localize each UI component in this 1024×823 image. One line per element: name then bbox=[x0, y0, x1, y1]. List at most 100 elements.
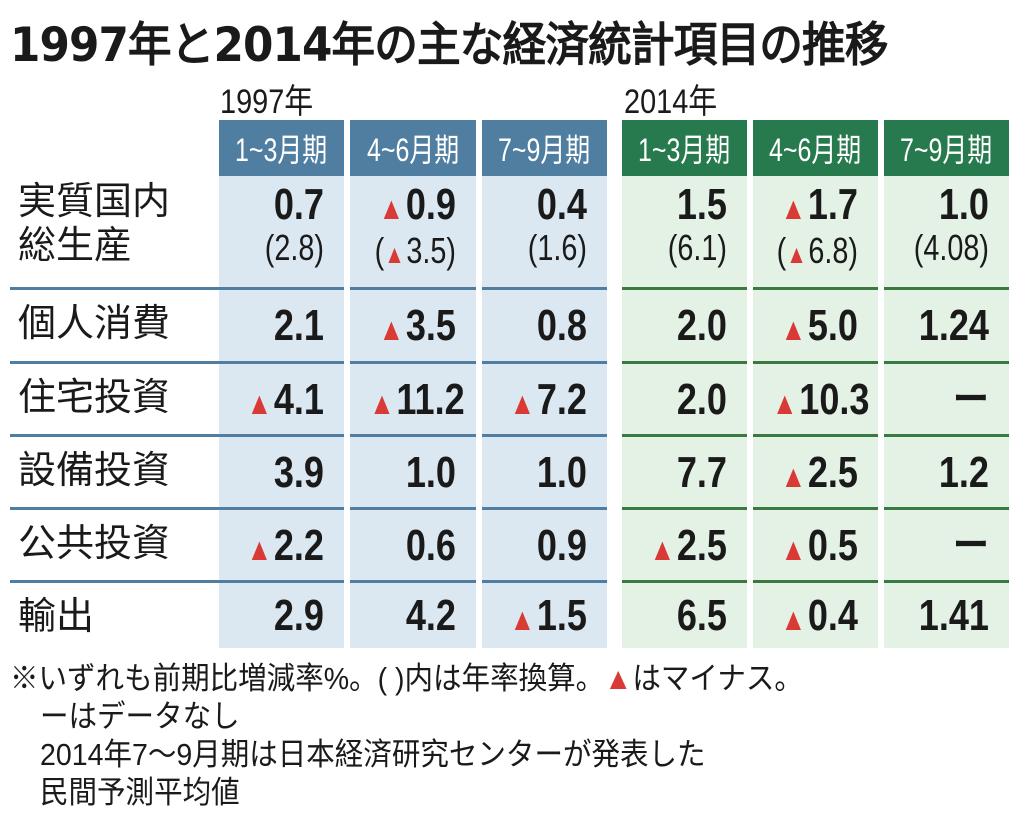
footnote-line-2: ーはデータなし bbox=[40, 699, 240, 734]
table-cell: 7.7 bbox=[622, 447, 727, 497]
row-divider bbox=[753, 507, 878, 510]
row-divider bbox=[350, 434, 476, 437]
table-cell: 3.9 bbox=[219, 449, 324, 496]
cell-value: 3.5 bbox=[405, 300, 456, 350]
cell-value: 2.0 bbox=[676, 300, 727, 350]
cell-value: 5.0 bbox=[807, 300, 858, 350]
cell-value: 2.1 bbox=[273, 300, 324, 350]
negative-triangle-icon: ▲ bbox=[780, 190, 807, 226]
column-bg-2014-q2 bbox=[753, 176, 878, 648]
row-divider bbox=[219, 361, 344, 364]
table-cell: ▲7.2 bbox=[482, 374, 587, 426]
table-cell: ▲2.2 bbox=[219, 520, 324, 572]
table-cell: ▲0.5 bbox=[753, 522, 858, 572]
cell-value: 0.4 bbox=[536, 180, 587, 229]
row-divider-label bbox=[10, 434, 219, 437]
cell-value: 1.24 bbox=[918, 300, 989, 350]
cell-value: 0.6 bbox=[405, 520, 456, 570]
cell-value: 2.5 bbox=[807, 447, 858, 497]
row-divider bbox=[753, 434, 878, 437]
table-cell: 1.0 bbox=[350, 449, 456, 496]
column-header-2014-q2: 4~6月期 bbox=[753, 120, 878, 176]
row-divider bbox=[482, 434, 607, 437]
cell-value: 2.5 bbox=[676, 520, 727, 570]
row-divider bbox=[753, 580, 878, 583]
annualized-value: (▲6.8) bbox=[776, 230, 858, 271]
table-cell: ▲2.5 bbox=[622, 520, 727, 572]
row-divider bbox=[884, 580, 1009, 583]
negative-triangle-icon: ▲ bbox=[780, 310, 807, 347]
cell-value: 4.2 bbox=[405, 590, 456, 640]
cell-value: 0.9 bbox=[405, 180, 456, 229]
column-bg-2014-q3 bbox=[884, 176, 1009, 648]
table-cell: ▲0.4 bbox=[753, 592, 858, 642]
cell-value: 7.7 bbox=[676, 447, 727, 497]
table-cell: 4.2 bbox=[350, 590, 456, 640]
row-divider bbox=[622, 580, 747, 583]
table-cell: ▲10.3 bbox=[753, 376, 870, 426]
table-cell: ー bbox=[884, 376, 989, 423]
row-divider bbox=[350, 507, 476, 510]
cell-value: 1.41 bbox=[918, 590, 989, 640]
table-cell: 2.0 bbox=[622, 300, 727, 350]
row-divider-label bbox=[10, 287, 219, 290]
table-cell: 2.9 bbox=[219, 592, 324, 639]
footnote-line-4: 民間予測平均値 bbox=[40, 775, 240, 810]
annualized-value: (2.8) bbox=[264, 227, 324, 268]
footnote-line-3: 2014年7～9月期は日本経済研究センターが発表した bbox=[40, 737, 706, 772]
row-divider-label bbox=[10, 507, 219, 510]
table-cell: 1.24 bbox=[884, 300, 989, 350]
table-cell: 1.5 (6.1) bbox=[622, 182, 727, 268]
column-bg-1997-q2 bbox=[350, 176, 476, 648]
row-divider bbox=[884, 434, 1009, 437]
table-cell: ー bbox=[884, 520, 989, 570]
negative-triangle-icon: ▲ bbox=[780, 600, 807, 637]
row-divider bbox=[350, 361, 476, 364]
column-header-1997-q3: 7~9月期 bbox=[482, 120, 607, 176]
column-header-1997-q2: 4~6月期 bbox=[350, 120, 476, 176]
negative-triangle-icon: ▲ bbox=[649, 530, 676, 567]
cell-value: 0.9 bbox=[536, 520, 587, 570]
cell-value: 7.2 bbox=[536, 374, 587, 424]
annualized-value: (1.6) bbox=[527, 227, 587, 268]
cell-value: 4.1 bbox=[273, 374, 324, 424]
cell-value: 2.2 bbox=[273, 520, 324, 570]
negative-triangle-icon: ▲ bbox=[786, 241, 807, 269]
row-label-consumption: 個人消費 bbox=[18, 303, 171, 345]
row-divider bbox=[482, 507, 607, 510]
negative-triangle-icon: ▲ bbox=[384, 241, 405, 269]
cell-value: 1.5 bbox=[536, 590, 587, 640]
row-divider bbox=[350, 580, 476, 583]
column-bg-1997-q3 bbox=[482, 176, 607, 648]
negative-triangle-icon: ▲ bbox=[509, 384, 536, 421]
cell-value: 6.5 bbox=[676, 590, 727, 640]
row-divider bbox=[884, 287, 1009, 290]
row-label-gdp: 実質国内 総生産 bbox=[18, 181, 171, 267]
negative-triangle-icon: ▲ bbox=[509, 600, 536, 637]
row-divider bbox=[219, 580, 344, 583]
table-cell: ▲4.1 bbox=[219, 374, 324, 426]
cell-value: 1.5 bbox=[676, 180, 727, 229]
row-divider bbox=[482, 287, 607, 290]
row-divider bbox=[482, 361, 607, 364]
row-label-exports: 輸出 bbox=[18, 596, 95, 638]
table-cell: ▲5.0 bbox=[753, 300, 858, 352]
table-cell: ▲1.7 (▲6.8) bbox=[753, 182, 858, 275]
negative-triangle-icon: ▲ bbox=[780, 530, 807, 567]
cell-value: 10.3 bbox=[799, 374, 870, 424]
column-header-2014-q1: 1~3月期 bbox=[622, 120, 747, 176]
row-divider bbox=[753, 287, 878, 290]
row-divider bbox=[622, 507, 747, 510]
row-divider bbox=[482, 580, 607, 583]
negative-triangle-icon: ▲ bbox=[378, 190, 405, 226]
table-cell: 0.9 bbox=[482, 520, 587, 570]
table-cell: 1.41 bbox=[884, 590, 989, 640]
annualized-value: (▲3.5) bbox=[374, 230, 456, 271]
annualized-value: (6.1) bbox=[667, 227, 727, 268]
table-cell: 0.8 bbox=[482, 302, 587, 349]
row-divider bbox=[622, 361, 747, 364]
column-header-2014-q3: 7~9月期 bbox=[884, 120, 1009, 176]
cell-value: ー bbox=[952, 520, 989, 570]
row-divider bbox=[219, 287, 344, 290]
footnote-line-1: ※いずれも前期比増減率%。( )内は年率換算。▲はマイナス。 bbox=[10, 661, 803, 696]
